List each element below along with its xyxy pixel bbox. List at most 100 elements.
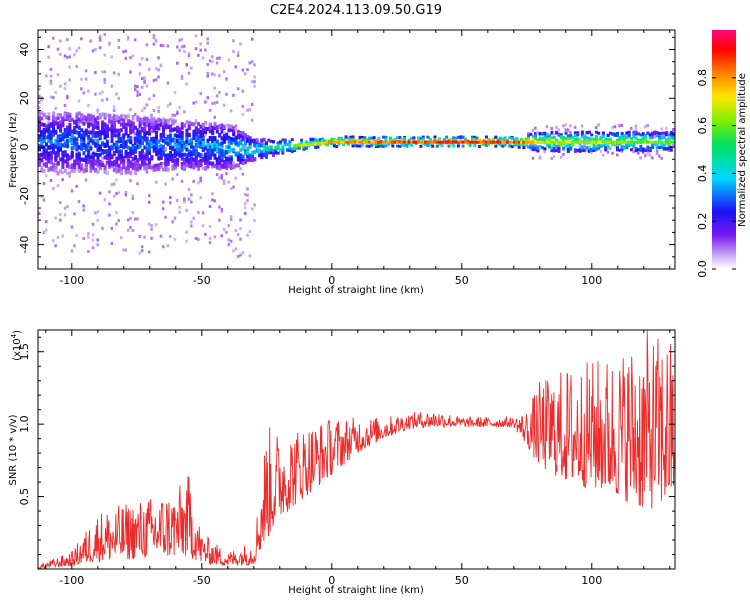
heat-cell <box>140 149 144 154</box>
heat-cell <box>667 144 671 148</box>
heat-cell <box>552 142 556 146</box>
heat-cell <box>87 235 90 239</box>
heat-cell <box>70 129 74 134</box>
heat-cell <box>126 228 130 232</box>
heat-cell <box>126 151 130 156</box>
heat-cell <box>183 164 187 169</box>
heat-cell <box>257 149 261 154</box>
heat-cell <box>377 144 381 148</box>
heat-cell <box>555 125 558 129</box>
heat-cell <box>234 127 238 131</box>
heat-cell <box>501 140 505 144</box>
heat-cell <box>332 138 336 142</box>
heat-cell <box>370 144 374 148</box>
heat-cell <box>87 149 91 154</box>
heat-cell <box>112 120 116 125</box>
heat-cell <box>536 140 540 144</box>
heat-cell <box>185 139 189 144</box>
heat-cell <box>66 138 70 143</box>
heat-cell <box>494 135 498 139</box>
heat-cell <box>248 108 252 112</box>
heat-cell <box>147 150 151 155</box>
heat-cell <box>630 142 634 146</box>
heat-cell <box>489 140 493 144</box>
heat-cell <box>229 239 233 243</box>
heat-cell <box>246 153 250 158</box>
heat-cell <box>337 136 341 140</box>
heat-cell <box>641 150 645 154</box>
heat-cell <box>80 163 84 168</box>
heat-cell <box>45 161 49 166</box>
heat-cell <box>178 153 182 158</box>
heat-cell <box>183 161 187 166</box>
heat-cell <box>377 140 381 144</box>
heat-cell <box>190 152 194 157</box>
heat-cell <box>229 186 233 190</box>
heat-cell <box>587 148 591 152</box>
heat-cell <box>262 142 266 147</box>
heat-cell <box>234 124 238 128</box>
heat-cell <box>272 150 275 154</box>
heat-cell <box>59 157 63 162</box>
heat-cell <box>272 149 275 153</box>
heat-cell <box>49 166 53 171</box>
heat-cell <box>171 159 175 164</box>
heat-cell <box>569 136 573 140</box>
heat-cell <box>606 140 610 144</box>
heat-cell <box>183 110 186 114</box>
heat-cell <box>194 34 198 38</box>
heat-cell <box>117 156 121 161</box>
heat-cell <box>648 136 652 140</box>
heat-cell <box>204 100 207 104</box>
heat-cell <box>211 148 215 153</box>
heat-cell <box>180 179 184 183</box>
heat-cell <box>264 154 268 159</box>
heat-cell <box>138 156 142 161</box>
heat-cell <box>147 146 151 151</box>
heat-cell <box>59 135 63 140</box>
heat-cell <box>108 158 112 163</box>
heat-cell <box>45 74 48 78</box>
heat-cell <box>75 152 79 157</box>
heat-cell <box>229 109 233 113</box>
heat-cell <box>211 138 215 143</box>
heat-cell <box>543 131 547 135</box>
heat-cell <box>103 143 107 148</box>
heat-cell <box>262 153 266 158</box>
heat-cell <box>56 115 60 120</box>
heat-cell <box>571 136 575 140</box>
heat-cell <box>239 167 242 171</box>
heat-cell <box>66 114 70 119</box>
heat-cell <box>105 139 109 144</box>
heat-cell <box>94 124 98 129</box>
heat-cell <box>166 119 170 124</box>
heat-cell <box>110 136 114 141</box>
heat-cell <box>140 109 144 113</box>
heat-cell <box>40 155 43 159</box>
heat-cell <box>150 143 154 148</box>
heat-cell <box>77 99 81 103</box>
heat-cell <box>152 108 156 112</box>
heat-cell <box>155 123 158 128</box>
heat-cell <box>82 204 85 208</box>
heat-cell <box>190 162 194 167</box>
heat-cell <box>47 152 51 157</box>
heat-cell <box>157 156 161 161</box>
heat-cell <box>180 133 184 138</box>
heat-cell <box>246 187 249 191</box>
heat-cell <box>213 125 217 130</box>
heat-cell <box>157 166 161 171</box>
heat-cell <box>38 147 41 152</box>
heat-cell <box>124 248 128 252</box>
heat-cell <box>559 133 563 137</box>
heat-cell <box>140 162 144 167</box>
heat-cell <box>576 133 580 137</box>
colorbar-tick-label: 0.0 <box>696 260 709 278</box>
heat-cell <box>211 144 215 149</box>
heat-cell <box>119 153 123 158</box>
heat-cell <box>159 137 163 142</box>
heat-cell <box>133 168 137 173</box>
heat-cell <box>131 196 135 200</box>
heat-cell <box>119 128 123 133</box>
